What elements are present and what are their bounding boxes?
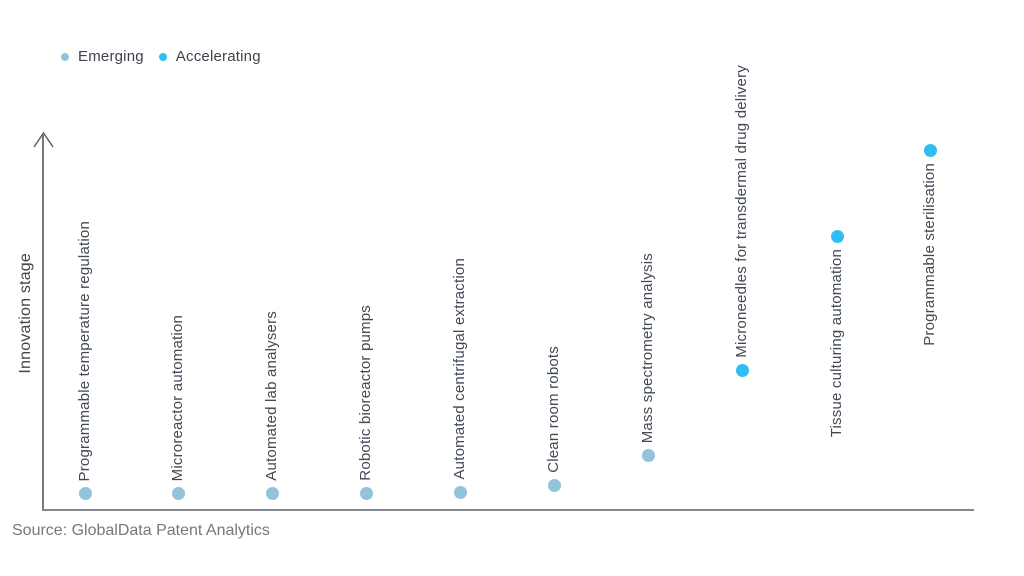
legend: Emerging Accelerating (61, 48, 261, 65)
emerging-dot-icon (61, 52, 69, 61)
source-attribution: Source: GlobalData Patent Analytics (12, 522, 270, 539)
y-axis-label: Innovation stage (17, 253, 34, 374)
point-label: Automated lab analysers (263, 311, 280, 481)
scatter-dot (265, 486, 279, 500)
legend-item-emerging: Emerging (61, 48, 144, 65)
legend-label-emerging: Emerging (78, 48, 144, 65)
scatter-dot (923, 143, 937, 157)
point-label: Clean room robots (545, 346, 562, 473)
scatter-dot (547, 478, 561, 492)
point-label: Microreactor automation (169, 314, 186, 481)
scatter-dot (171, 486, 185, 500)
scatter-dot (830, 229, 844, 243)
y-axis-arrow-icon (33, 131, 54, 148)
y-axis-line (42, 135, 44, 511)
point-label: Mass spectrometry analysis (639, 252, 656, 443)
scatter-dot (641, 448, 655, 462)
legend-label-accelerating: Accelerating (175, 48, 261, 65)
scatter-dot (735, 363, 749, 377)
point-label: Programmable temperature regulation (76, 220, 93, 481)
legend-item-accelerating: Accelerating (158, 48, 261, 65)
accelerating-dot-icon (158, 52, 167, 61)
scatter-dot (453, 485, 467, 499)
point-label: Automated centrifugal extraction (451, 258, 468, 480)
point-label: Robotic bioreactor pumps (357, 305, 374, 481)
scatter-dot (78, 486, 92, 500)
point-label: Tissue culturing automation (828, 249, 845, 438)
scatter-dot (359, 486, 373, 500)
point-label: Programmable sterilisation (921, 163, 938, 346)
x-axis-line (42, 509, 974, 511)
point-label: Microneedles for transdermal drug delive… (733, 65, 750, 358)
